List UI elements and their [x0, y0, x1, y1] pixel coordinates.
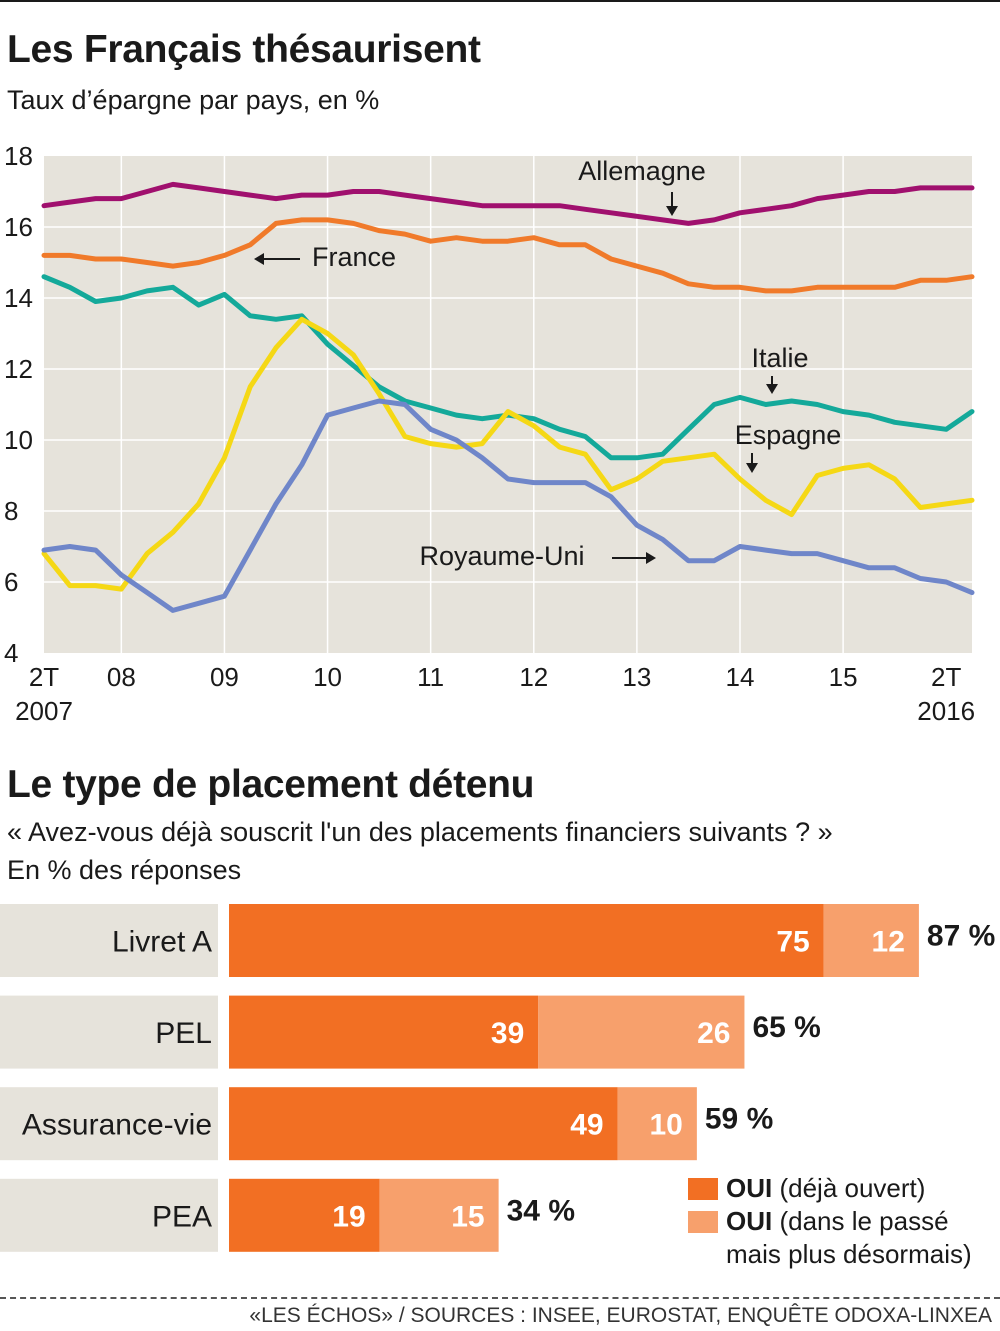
- arrowhead-italie: [766, 384, 778, 394]
- x-tick-year-label: 2016: [917, 696, 975, 726]
- x-tick-label: 2T: [931, 662, 961, 692]
- bar-value-label: 19: [332, 1200, 365, 1233]
- bar-segment-livret-a-dans-le-passe: [823, 904, 919, 977]
- series-line-allemagne: [41, 181, 975, 226]
- legend-text-dans-le-passe: (dans le passé: [772, 1206, 949, 1236]
- series-label-allemagne: Allemagne: [578, 156, 706, 186]
- bar-segment-livret-a-deja-ouvert: [229, 904, 824, 977]
- bar-segment-pea-deja-ouvert: [229, 1178, 380, 1252]
- x-tick-label: 11: [417, 662, 444, 692]
- line-chart-title: Les Français thésaurisent: [7, 28, 481, 71]
- x-tick-label: 13: [622, 662, 651, 692]
- arrowhead-france: [254, 253, 264, 265]
- bar-segment-assurance-vie-dans-le-passe: [617, 1087, 697, 1161]
- category-label-box-pel: [0, 995, 218, 1069]
- x-tick-label: 12: [519, 662, 548, 692]
- survey-question: « Avez-vous déjà souscrit l'un des place…: [7, 817, 833, 847]
- bar-segment-pea-dans-le-passe: [379, 1178, 499, 1252]
- bar-value-label: 39: [491, 1017, 524, 1050]
- category-label-pel: PEL: [155, 1017, 212, 1050]
- legend-text-dans-le-passe-line2: mais plus désormais): [726, 1239, 972, 1269]
- legend-swatch-deja-ouvert: [688, 1178, 718, 1200]
- bar-value-label: 49: [570, 1109, 603, 1142]
- bar-value-label: 26: [697, 1017, 730, 1050]
- bar-total-label-pel: 65 %: [752, 1011, 820, 1044]
- bar-value-label: 15: [451, 1200, 484, 1233]
- bar-chart-title: Le type de placement détenu: [7, 763, 535, 806]
- series-line-espagne: [41, 316, 975, 592]
- plot-background: [44, 156, 972, 653]
- y-axis: 4 6 8 10 12 14 16 18: [4, 141, 33, 668]
- y-tick-label: 8: [4, 496, 18, 526]
- y-tick-label: 6: [4, 567, 18, 597]
- series-labels: Allemagne France Italie Espagne Royaume-…: [254, 156, 841, 571]
- x-tick-label: 14: [726, 662, 755, 692]
- legend-item-dans-le-passe: OUI (dans le passé mais plus désormais): [688, 1205, 972, 1271]
- bar-value-label: 10: [649, 1109, 682, 1142]
- footer-divider: [0, 1297, 1000, 1299]
- y-tick-label: 18: [4, 141, 33, 171]
- line-chart-subtitle: Taux d’épargne par pays, en %: [7, 85, 380, 115]
- bar-segment-assurance-vie-deja-ouvert: [229, 1087, 618, 1161]
- bar-value-label: 12: [872, 926, 905, 959]
- series-label-france: France: [312, 242, 396, 272]
- arrowhead-allemagne: [666, 206, 678, 216]
- series-label-italie: Italie: [751, 343, 808, 373]
- bar-total-label-livret-a: 87 %: [927, 920, 995, 953]
- x-tick-label: 09: [210, 662, 239, 692]
- savings-rate-line-chart: 4 6 8 10 12 14 16 18 2T 2007 08 09 10 11 12 13 14 15 2T 20…: [4, 141, 975, 726]
- y-tick-label: 16: [4, 212, 33, 242]
- bar-segment-pel-deja-ouvert: [229, 995, 539, 1069]
- x-tick-label: 08: [107, 662, 136, 692]
- category-label-box-pea: [0, 1178, 218, 1252]
- category-label-pea: PEA: [152, 1200, 212, 1233]
- legend-bold-deja-ouvert: OUI: [726, 1173, 773, 1203]
- bar-total-label-assurance-vie: 59 %: [705, 1103, 773, 1136]
- x-tick-label: 15: [829, 662, 858, 692]
- bar-value-label: 75: [776, 926, 809, 959]
- category-label-box-livret-a: [0, 904, 218, 977]
- y-tick-label: 10: [4, 425, 33, 455]
- y-tick-label: 4: [4, 638, 18, 668]
- category-label-box-assurance-vie: [0, 1087, 218, 1161]
- arrowhead-royaume-uni: [646, 552, 656, 564]
- y-tick-label: 14: [4, 283, 33, 313]
- series-label-espagne: Espagne: [735, 420, 842, 450]
- legend-swatch-dans-le-passe: [688, 1211, 718, 1233]
- category-label-livret-a: Livret A: [112, 926, 212, 959]
- x-tick-label: 10: [313, 662, 342, 692]
- top-rule: [0, 0, 1000, 2]
- x-tick-year-label: 2007: [15, 696, 73, 726]
- legend-bold-dans-le-passe: OUI: [726, 1206, 773, 1236]
- series-line-royaume-uni: [41, 398, 975, 613]
- bar-segment-pel-dans-le-passe: [538, 995, 745, 1069]
- bar-total-label-pea: 34 %: [507, 1194, 575, 1227]
- x-tick-label: 2T: [29, 662, 59, 692]
- arrowhead-espagne: [746, 463, 758, 473]
- legend-item-deja-ouvert: OUI (déjà ouvert): [688, 1172, 972, 1205]
- legend-text-deja-ouvert: (déjà ouvert): [772, 1173, 926, 1203]
- series-label-royaume-uni: Royaume-Uni: [419, 541, 584, 571]
- category-label-assurance-vie: Assurance-vie: [22, 1109, 212, 1142]
- bar-rows: Livret A 75 12 87 % PEL 39 26 65 % Assurance-vie…: [0, 904, 995, 1252]
- series-lines: [41, 181, 975, 613]
- bar-chart-legend: OUI (déjà ouvert) OUI (dans le passé mai…: [688, 1172, 972, 1271]
- placement-bar-chart: Livret A 75 12 87 % PEL 39 26 65 % Assurance-vie…: [0, 904, 995, 1252]
- bar-chart-unit: En % des réponses: [7, 855, 242, 885]
- source-credit: «LES ÉCHOS» / SOURCES : INSEE, EUROSTAT,…: [249, 1304, 992, 1327]
- y-tick-label: 12: [4, 354, 33, 384]
- x-axis: 2T 2007 08 09 10 11 12 13 14 15 2T 2016: [15, 662, 975, 726]
- series-line-france: [41, 217, 975, 294]
